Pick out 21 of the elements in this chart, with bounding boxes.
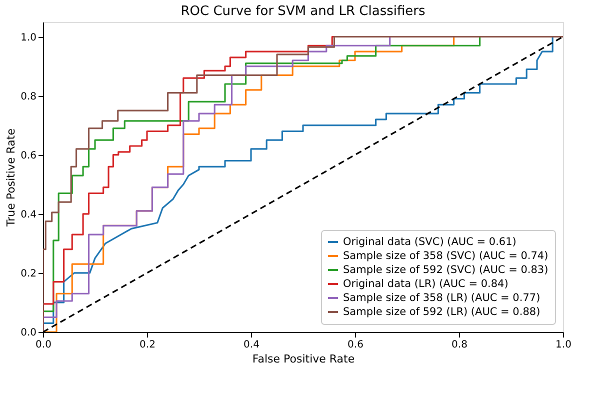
x-tick-label: 0.2 bbox=[140, 340, 156, 350]
x-tick-label: 1.0 bbox=[556, 340, 572, 350]
x-tick-label: 0.4 bbox=[244, 340, 260, 350]
legend-label: Sample size of 358 (LR) (AUC = 0.77) bbox=[343, 292, 540, 304]
legend-label: Sample size of 592 (SVC) (AUC = 0.83) bbox=[343, 264, 548, 276]
x-axis-title: False Positive Rate bbox=[252, 352, 355, 366]
legend-label: Sample size of 358 (SVC) (AUC = 0.74) bbox=[343, 250, 548, 262]
legend-label: Original data (LR) (AUC = 0.84) bbox=[343, 278, 508, 290]
x-tick-label: 0.6 bbox=[348, 340, 364, 350]
chart-title: ROC Curve for SVM and LR Classifiers bbox=[180, 4, 426, 19]
x-tick-label: 0.8 bbox=[452, 340, 468, 350]
legend-label: Sample size of 592 (LR) (AUC = 0.88) bbox=[343, 306, 540, 318]
x-tick-label: 0.0 bbox=[36, 340, 52, 350]
y-tick-label: 0.8 bbox=[20, 91, 36, 102]
y-tick-label: 0.0 bbox=[20, 328, 36, 338]
y-tick-label: 1.0 bbox=[20, 32, 36, 44]
y-tick-label: 0.2 bbox=[20, 268, 36, 280]
y-tick-label: 0.4 bbox=[20, 209, 36, 220]
y-axis-title: True Positive Rate bbox=[4, 128, 18, 228]
legend-label: Original data (SVC) (AUC = 0.61) bbox=[343, 236, 516, 248]
y-tick-label: 0.6 bbox=[20, 150, 36, 162]
